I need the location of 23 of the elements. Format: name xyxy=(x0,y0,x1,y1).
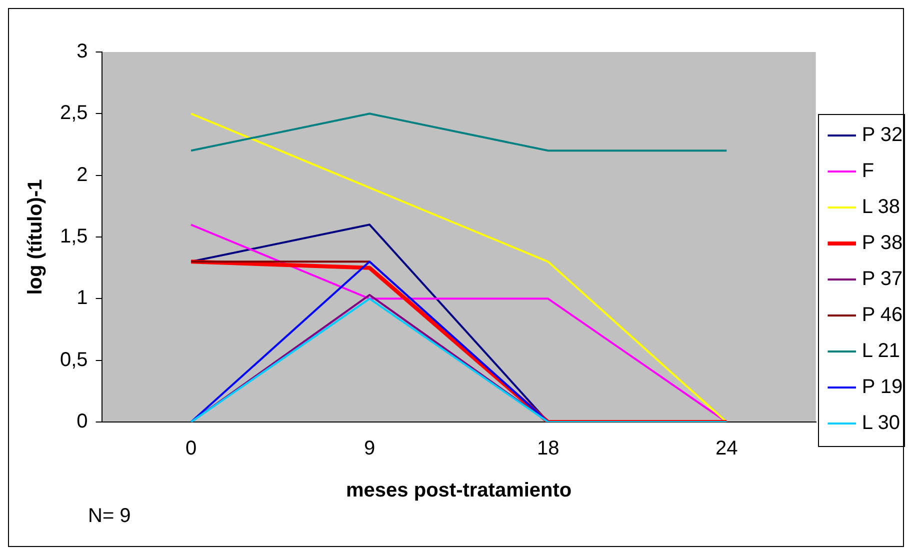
legend-label: L 38 xyxy=(862,196,900,218)
x-tick-label: 9 xyxy=(364,438,376,460)
legend-label: P 19 xyxy=(862,376,903,398)
legend-label: F xyxy=(862,160,874,182)
x-tick-label: 0 xyxy=(185,438,197,460)
y-tick-label: 2 xyxy=(76,164,88,186)
legend-label: P 38 xyxy=(862,232,903,254)
x-tick-label: 24 xyxy=(715,438,738,460)
legend-label: P 46 xyxy=(862,304,903,326)
y-axis-title: log (título)-1 xyxy=(24,179,47,295)
text: N= 9 xyxy=(88,505,131,528)
y-tick-label: 3 xyxy=(76,40,88,63)
x-tick-label: 18 xyxy=(536,438,560,460)
legend-label: P 32 xyxy=(862,124,903,146)
y-tick-label: 1 xyxy=(76,287,88,310)
y-tick-label: 1,5 xyxy=(60,226,88,248)
legend-label: L 21 xyxy=(862,340,900,362)
y-tick-label: 0,5 xyxy=(60,348,88,371)
x-axis-title: meses post-tratamiento xyxy=(346,480,572,502)
y-tick-label: 2,5 xyxy=(60,102,88,124)
legend-label: P 37 xyxy=(862,268,903,290)
y-tick-label: 0 xyxy=(76,410,88,433)
legend-label: L 30 xyxy=(862,412,900,434)
